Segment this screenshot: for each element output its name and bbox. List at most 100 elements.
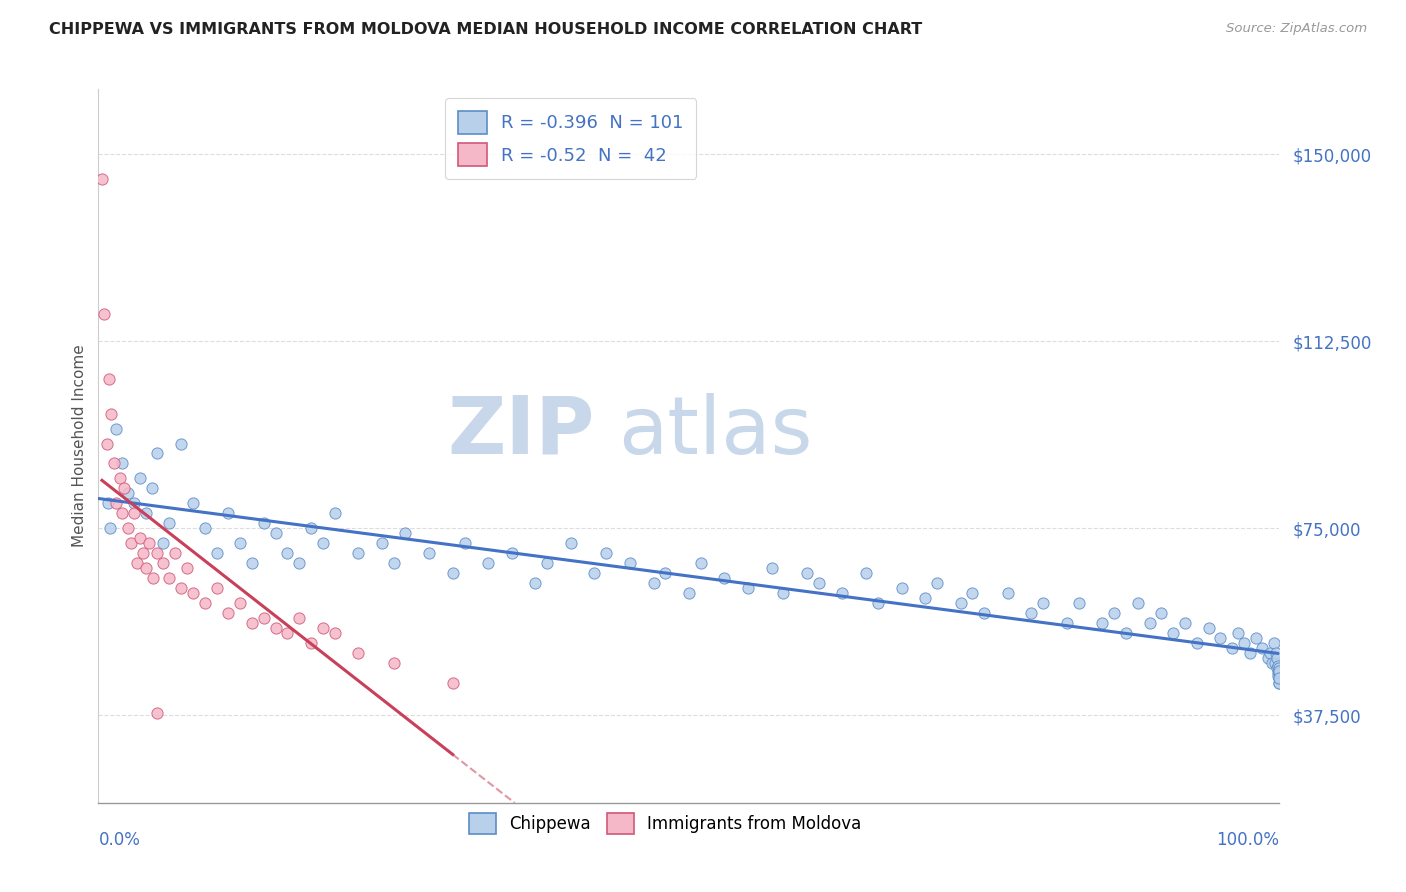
Point <box>761 561 783 575</box>
Point <box>536 556 558 570</box>
Point <box>1264 656 1286 670</box>
Point <box>170 436 193 450</box>
Point <box>654 566 676 581</box>
Point <box>323 507 346 521</box>
Point <box>253 611 276 625</box>
Point <box>1267 658 1289 673</box>
Point <box>108 471 131 485</box>
Point <box>772 586 794 600</box>
Point <box>1268 664 1291 678</box>
Point <box>925 576 948 591</box>
Point <box>866 596 889 610</box>
Point <box>132 546 155 560</box>
Point <box>229 596 252 610</box>
Point <box>152 556 174 570</box>
Point <box>643 576 665 591</box>
Point <box>1220 641 1243 656</box>
Point <box>128 471 150 485</box>
Point <box>1267 666 1289 681</box>
Point <box>98 371 121 385</box>
Point <box>240 556 263 570</box>
Point <box>1244 631 1267 645</box>
Point <box>205 581 228 595</box>
Point <box>807 576 830 591</box>
Point <box>619 556 641 570</box>
Point <box>176 561 198 575</box>
Point <box>194 596 217 610</box>
Legend: Chippewa, Immigrants from Moldova: Chippewa, Immigrants from Moldova <box>463 806 869 841</box>
Text: CHIPPEWA VS IMMIGRANTS FROM MOLDOVA MEDIAN HOUSEHOLD INCOME CORRELATION CHART: CHIPPEWA VS IMMIGRANTS FROM MOLDOVA MEDI… <box>49 22 922 37</box>
Point <box>678 586 700 600</box>
Point <box>583 566 606 581</box>
Point <box>142 571 165 585</box>
Point <box>91 172 114 186</box>
Point <box>276 626 298 640</box>
Point <box>135 561 157 575</box>
Point <box>117 521 139 535</box>
Point <box>347 546 370 560</box>
Point <box>1268 676 1291 690</box>
Point <box>138 536 160 550</box>
Point <box>1268 676 1291 690</box>
Point <box>1209 631 1232 645</box>
Point <box>560 536 582 550</box>
Point <box>1021 606 1043 620</box>
Point <box>181 586 204 600</box>
Point <box>382 656 405 670</box>
Point <box>105 496 128 510</box>
Point <box>855 566 877 581</box>
Point <box>394 526 416 541</box>
Point <box>146 706 169 720</box>
Point <box>135 507 157 521</box>
Point <box>1139 616 1161 631</box>
Point <box>962 586 984 600</box>
Point <box>737 581 759 595</box>
Point <box>973 606 995 620</box>
Point <box>1056 616 1078 631</box>
Point <box>93 307 115 321</box>
Point <box>276 546 298 560</box>
Point <box>146 546 169 560</box>
Point <box>371 536 394 550</box>
Point <box>713 571 735 585</box>
Point <box>1267 661 1289 675</box>
Point <box>111 457 134 471</box>
Point <box>347 646 370 660</box>
Point <box>1233 636 1256 650</box>
Point <box>217 507 239 521</box>
Point <box>1150 606 1173 620</box>
Point <box>194 521 217 535</box>
Point <box>1250 641 1272 656</box>
Point <box>127 556 149 570</box>
Point <box>264 526 287 541</box>
Point <box>1239 646 1261 660</box>
Point <box>1268 666 1291 681</box>
Point <box>100 407 122 421</box>
Point <box>103 457 125 471</box>
Point <box>524 576 547 591</box>
Point <box>299 521 322 535</box>
Point <box>264 621 287 635</box>
Point <box>1227 626 1250 640</box>
Point <box>382 556 405 570</box>
Point <box>181 496 204 510</box>
Point <box>1174 616 1197 631</box>
Point <box>1067 596 1090 610</box>
Point <box>1198 621 1220 635</box>
Point <box>453 536 475 550</box>
Point <box>205 546 228 560</box>
Text: atlas: atlas <box>619 392 813 471</box>
Point <box>477 556 499 570</box>
Point <box>1264 646 1286 660</box>
Point <box>111 507 134 521</box>
Point <box>165 546 187 560</box>
Y-axis label: Median Household Income: Median Household Income <box>72 344 87 548</box>
Point <box>418 546 440 560</box>
Point <box>501 546 523 560</box>
Point <box>1102 606 1125 620</box>
Point <box>1161 626 1184 640</box>
Point <box>98 521 121 535</box>
Point <box>1267 668 1289 682</box>
Point <box>122 496 145 510</box>
Point <box>441 566 464 581</box>
